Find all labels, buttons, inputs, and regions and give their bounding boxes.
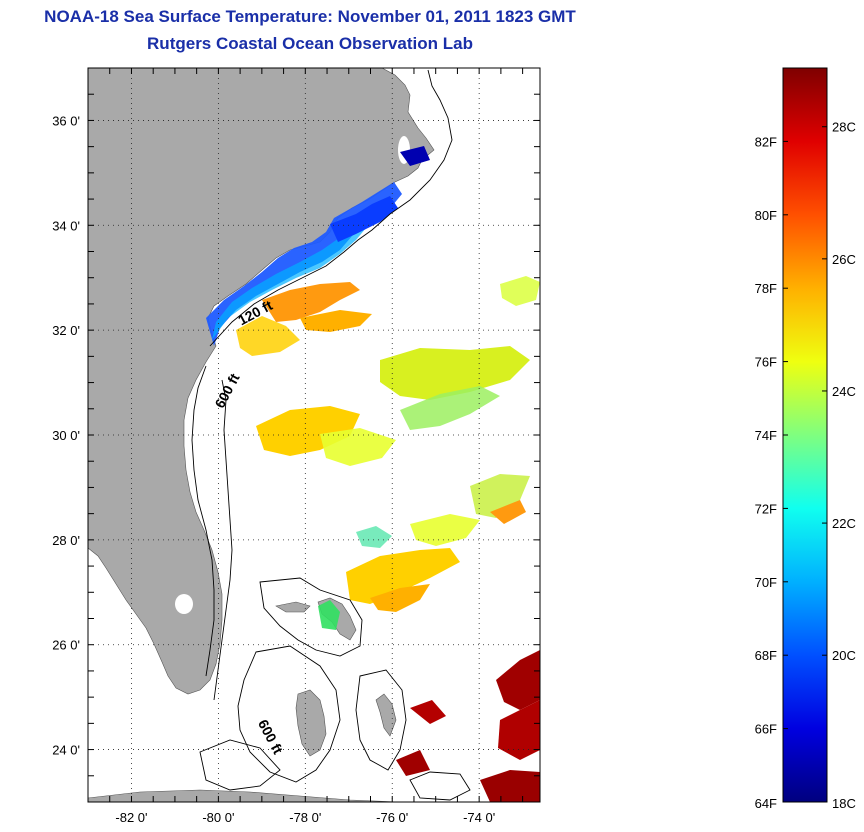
colorbar-fahrenheit-label: 78F bbox=[755, 281, 777, 296]
land-bahamas-andros bbox=[295, 689, 327, 757]
colorbar-celsius-label: 26C bbox=[832, 252, 856, 267]
land-cuba bbox=[88, 789, 401, 802]
colorbar-fahrenheit-label: 82F bbox=[755, 134, 777, 149]
colorbar-fahrenheit-label: 76F bbox=[755, 355, 777, 370]
lon-tick-label: -80 0' bbox=[202, 810, 234, 825]
colorbar-celsius-label: 18C bbox=[832, 796, 856, 811]
map-axis-labels: -82 0' -80 0' -78 0' -76 0' -74 0' 36 0' 34 0'… bbox=[52, 113, 495, 825]
sst-hot-southeast bbox=[396, 650, 540, 802]
map-subtitle: Rutgers Coastal Ocean Observation Lab bbox=[147, 34, 473, 53]
lat-tick-label: 36 0' bbox=[52, 113, 80, 128]
land-bahamas-eleuthera bbox=[375, 693, 397, 737]
bathymetry-contours bbox=[191, 69, 471, 801]
lon-tick-label: -78 0' bbox=[289, 810, 321, 825]
colorbar-fahrenheit-label: 68F bbox=[755, 648, 777, 663]
colorbar-fahrenheit-label: 70F bbox=[755, 575, 777, 590]
map-gridlines bbox=[88, 68, 540, 802]
temperature-colorbar bbox=[782, 67, 828, 803]
colorbar-celsius-label: 20C bbox=[832, 648, 856, 663]
colorbar-celsius-label: 22C bbox=[832, 516, 856, 531]
lat-tick-label: 28 0' bbox=[52, 533, 80, 548]
map-axis-ticks bbox=[87, 67, 540, 803]
colorbar-fahrenheit-label: 64F bbox=[755, 796, 777, 811]
lat-tick-label: 30 0' bbox=[52, 428, 80, 443]
colorbar-fahrenheit-label: 80F bbox=[755, 208, 777, 223]
lon-tick-label: -76 0' bbox=[376, 810, 408, 825]
sst-warm-offshore bbox=[236, 276, 540, 630]
colorbar-celsius-label: 28C bbox=[832, 120, 856, 135]
lake-okeechobee bbox=[175, 594, 193, 614]
lat-tick-label: 26 0' bbox=[52, 638, 80, 653]
lat-tick-label: 34 0' bbox=[52, 218, 80, 233]
colorbar-fahrenheit-label: 74F bbox=[755, 428, 777, 443]
lat-tick-label: 32 0' bbox=[52, 323, 80, 338]
lat-tick-label: 24 0' bbox=[52, 743, 80, 758]
colorbar-celsius-label: 24C bbox=[832, 384, 856, 399]
lon-tick-label: -74 0' bbox=[463, 810, 495, 825]
land-us-east-coast bbox=[88, 68, 435, 695]
lon-tick-label: -82 0' bbox=[115, 810, 147, 825]
land-bahamas-grand bbox=[275, 601, 311, 613]
colorbar-fahrenheit-label: 66F bbox=[755, 722, 777, 737]
colorbar-ticks: 82F 80F 78F 76F 74F 72F 70F 68F 66F 64F 28C 26C 24C 2… bbox=[755, 120, 856, 811]
map-title: NOAA-18 Sea Surface Temperature: Novembe… bbox=[44, 7, 576, 26]
colorbar-fahrenheit-label: 72F bbox=[755, 501, 777, 516]
sst-cold-coastal-band bbox=[206, 146, 430, 346]
